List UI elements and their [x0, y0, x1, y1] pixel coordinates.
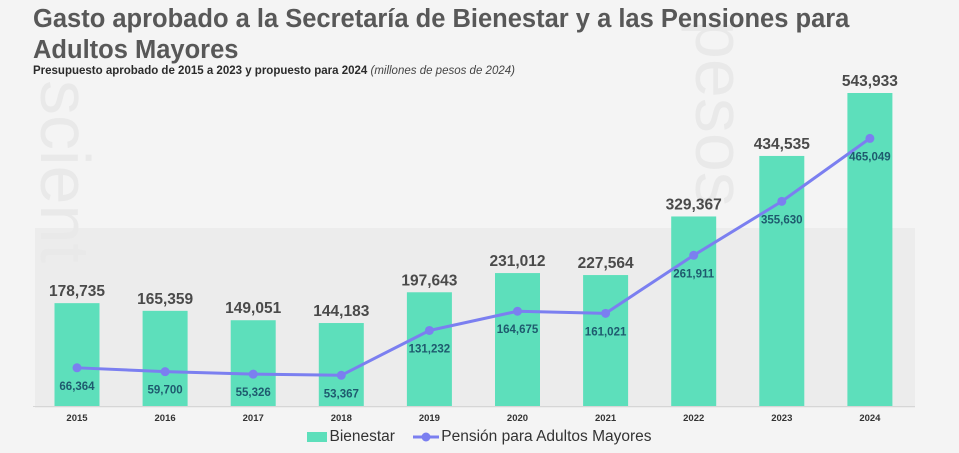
x-tick-2021: 2021 — [595, 413, 617, 424]
x-tick-2022: 2022 — [683, 413, 704, 424]
chart-title: Gasto aprobado a la Secretaría de Bienes… — [33, 5, 850, 64]
point-pension-2018 — [336, 370, 346, 380]
legend-pension-swatch — [413, 431, 440, 443]
bar-label-2018: 144,183 — [313, 303, 369, 320]
x-tick-labels-group: 2015 2016 2017 2018 2019 2020 2021 2022 2023 2024 — [66, 413, 881, 424]
subtitle-bold: Presupuesto aprobado de 2015 a 2023 y pr… — [33, 65, 368, 77]
line-label-2020: 164,675 — [497, 324, 539, 336]
bar-label-2021: 227,564 — [578, 255, 634, 272]
bar-label-2019: 197,643 — [401, 272, 457, 289]
x-tick-2015: 2015 — [66, 413, 88, 424]
bar-label-2017: 149,051 — [225, 300, 281, 317]
x-tick-2024: 2024 — [859, 413, 881, 424]
x-tick-2017: 2017 — [243, 413, 264, 424]
bars-group — [54, 93, 893, 406]
legend-pension-label: Pensión para Adultos Mayores — [441, 428, 652, 445]
legend-bienestar-swatch — [307, 432, 328, 442]
x-tick-2020: 2020 — [507, 413, 528, 424]
bar-bienestar-2019 — [406, 292, 452, 406]
bar-bienestar-2017 — [230, 320, 276, 406]
bar-bienestar-2018 — [318, 323, 364, 406]
bar-labels-group: 178,735 165,359 149,051 144,183 197,643 231,0… — [49, 73, 898, 320]
bar-label-2016: 165,359 — [137, 291, 193, 308]
line-label-2018: 53,367 — [324, 388, 359, 400]
line-group — [72, 133, 875, 380]
point-pension-2021 — [601, 308, 611, 318]
bar-label-2023: 434,535 — [754, 136, 810, 153]
point-pension-2019 — [424, 325, 434, 335]
point-pension-2024 — [865, 133, 875, 143]
point-pension-2023 — [777, 196, 787, 206]
line-label-2015: 66,364 — [59, 381, 95, 393]
bar-label-2020: 231,012 — [489, 253, 545, 270]
x-tick-2023: 2023 — [771, 413, 792, 424]
point-pension-2020 — [513, 306, 522, 316]
legend: Bienestar Pensión para Adultos Mayores — [0, 428, 959, 446]
line-label-2021: 161,021 — [585, 326, 627, 338]
subtitle-units: (millones de pesos de 2024) — [370, 65, 515, 77]
line-label-2023: 355,630 — [761, 214, 803, 226]
bar-bienestar-2020 — [495, 273, 540, 406]
line-label-2024: 465,049 — [849, 151, 891, 163]
x-tick-2016: 2016 — [155, 413, 176, 424]
x-tick-2018: 2018 — [331, 413, 352, 424]
line-label-2017: 55,326 — [236, 387, 271, 399]
bar-bienestar-2022 — [671, 216, 717, 406]
point-pension-2017 — [248, 369, 258, 379]
bar-label-2024: 543,933 — [842, 73, 898, 90]
point-pension-2015 — [72, 363, 82, 373]
bar-bienestar-2023 — [759, 155, 805, 406]
line-label-2016: 59,700 — [148, 385, 183, 397]
x-tick-2019: 2019 — [419, 413, 440, 424]
legend-bienestar-label: Bienestar — [329, 428, 395, 445]
point-pension-2022 — [689, 250, 699, 260]
bar-label-2015: 178,735 — [49, 283, 105, 300]
point-pension-2016 — [160, 367, 170, 377]
line-label-2022: 261,911 — [673, 268, 715, 280]
bar-bienestar-2021 — [583, 275, 629, 406]
chart-subtitle: Presupuesto aprobado de 2015 a 2023 y pr… — [33, 65, 515, 77]
line-label-2019: 131,232 — [409, 343, 451, 355]
bar-label-2022: 329,367 — [666, 196, 722, 213]
line-pension — [76, 137, 871, 377]
bar-bienestar-2015 — [54, 303, 100, 406]
line-labels-group: 66,364 59,700 55,326 53,367 131,232 164,675 16… — [59, 151, 890, 400]
bar-bienestar-2016 — [142, 310, 188, 406]
bar-bienestar-2024 — [847, 93, 893, 406]
